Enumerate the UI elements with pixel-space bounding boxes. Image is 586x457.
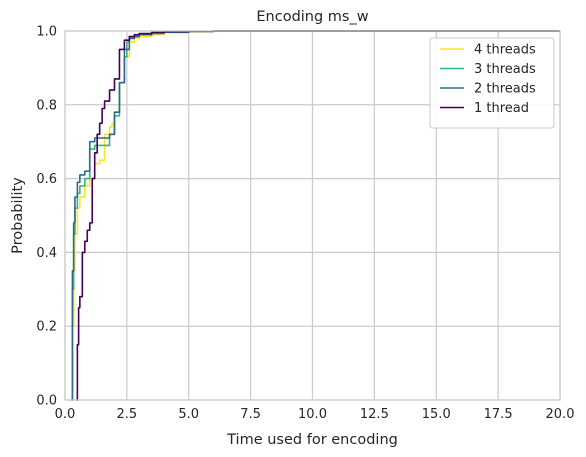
- y-tick-label: 0.0: [36, 394, 57, 409]
- legend-label-1-thread: 1 thread: [474, 101, 529, 116]
- y-tick-label: 1.0: [36, 25, 57, 40]
- x-tick-label: 0.0: [55, 407, 76, 422]
- x-tick-label: 17.5: [484, 407, 513, 422]
- series-line-1-thread: [76, 30, 560, 401]
- legend: 4 threads 3 threads 2 threads 1 thread: [429, 37, 555, 129]
- x-tick-label: 12.5: [360, 407, 389, 422]
- legend-label-4-threads: 4 threads: [474, 43, 536, 58]
- x-tick-label: 10.0: [298, 407, 327, 422]
- x-tick-label: 5.0: [178, 407, 199, 422]
- x-axis-title: Time used for encoding: [226, 432, 398, 448]
- y-tick-label: 0.8: [36, 98, 57, 113]
- y-tick-labels: 0.0 0.2 0.4 0.6 0.8 1.0: [36, 25, 57, 409]
- plot-frame: [64, 30, 561, 401]
- x-tick-label: 20.0: [546, 407, 575, 422]
- y-tick-label: 0.2: [36, 320, 57, 335]
- x-tick-label: 7.5: [240, 407, 261, 422]
- x-tick-labels: 0.0 2.5 5.0 7.5 10.0 12.5 15.0 17.5 20.0: [55, 407, 575, 422]
- chart-title: Encoding ms_w: [256, 9, 368, 25]
- y-axis-title: Probability: [10, 177, 26, 254]
- legend-label-2-threads: 2 threads: [474, 82, 536, 97]
- y-tick-label: 0.4: [36, 246, 57, 261]
- series-layer: [71, 30, 560, 401]
- y-tick-label: 0.6: [36, 172, 57, 187]
- legend-box: [429, 37, 555, 129]
- x-tick-label: 2.5: [117, 407, 138, 422]
- x-tick-label: 15.0: [422, 407, 451, 422]
- series-line-4-threads: [71, 30, 560, 401]
- legend-label-3-threads: 3 threads: [474, 62, 536, 77]
